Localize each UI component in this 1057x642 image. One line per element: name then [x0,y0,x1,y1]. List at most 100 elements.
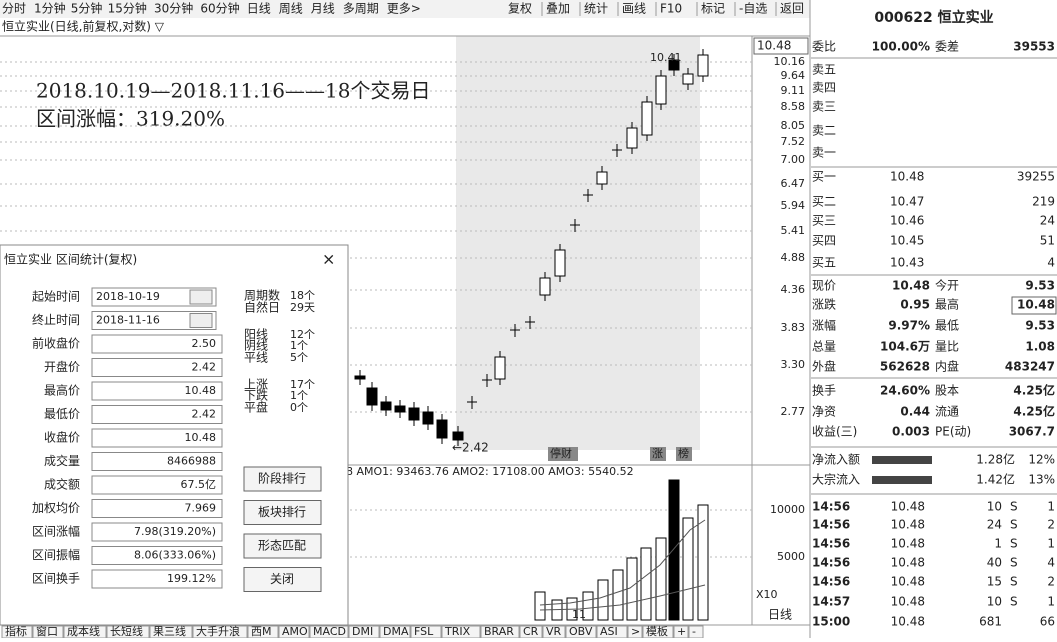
bottom-tab[interactable]: TRIX [444,625,471,638]
price-axis-label: 3.30 [781,358,806,371]
tick-side: S [1010,518,1018,532]
toolbar-button[interactable]: 标记 [701,2,725,16]
period-tab[interactable]: 多周期 [343,2,379,16]
bottom-tab[interactable]: 指标 [5,624,27,638]
tick-volume: 15 [987,575,1002,589]
field-label: 最低价 [44,407,80,421]
dialog-button[interactable]: 板块排行 [258,505,306,519]
field-label: 最高价 [44,383,80,398]
period-tab[interactable]: 更多> [387,2,421,16]
period-tab[interactable]: 1分钟 [34,1,66,16]
bottom-tab[interactable]: OBV [569,625,593,638]
toolbar-button[interactable]: 叠加 [546,2,570,16]
period-tab[interactable]: 分时 [2,2,26,16]
toolbar-button[interactable]: 画线 [622,2,646,16]
stat-value: 29天 [290,301,315,314]
bottom-tab[interactable]: CR [523,625,539,638]
field-value[interactable]: 2018-11-16 [96,314,160,327]
bottom-tab[interactable]: 果三线 [153,624,186,638]
field-input [91,499,223,518]
flow-value: 1.28亿 [976,452,1015,467]
stat-value: 0个 [290,401,308,414]
toolbar-button[interactable]: 返回 [780,2,804,16]
bottom-tab[interactable]: DMI [352,625,373,638]
bottom-tab[interactable]: AMO [282,625,308,638]
quote-label: 委差 [935,40,959,54]
period-tab[interactable]: 30分钟 [154,1,193,16]
tick-side: S [1010,537,1018,551]
flow-bar [872,456,932,464]
bottom-tab[interactable]: 西M [251,625,272,638]
bottom-tab[interactable]: 大手升浪 [196,624,240,638]
dialog-button[interactable]: 关闭 [270,572,294,586]
quote-label: 收益(三) [812,425,857,439]
toolbar-button[interactable]: F10 [660,2,682,16]
quote-label: 量比 [935,340,959,354]
flow-bar [872,476,932,484]
buy-label: 买三 [812,214,836,228]
low-label: ←2.42 [452,441,489,455]
bottom-tab[interactable]: > [631,625,640,638]
stat-label: 自然日 [244,300,280,315]
candle-body [452,431,464,441]
volume-bar [668,479,680,621]
field-value[interactable]: 2018-10-19 [96,290,160,303]
indicator-line: 8 AMO1: 93463.76 AMO2: 17108.00 AMO3: 55… [346,465,634,478]
bottom-tab[interactable]: VR [546,625,562,638]
field-label: 收盘价 [44,430,80,445]
quote-label: 今开 [935,278,959,293]
bottom-tab[interactable]: 成本线 [67,624,100,638]
period-tab[interactable]: 15分钟 [108,1,147,16]
bottom-tab[interactable]: 窗口 [36,624,58,638]
dialog-button[interactable]: 阶段排行 [258,471,306,486]
stat-value: 17个 [290,378,315,391]
quote-value: 10.48 [1017,298,1055,312]
period-tab[interactable]: 月线 [311,2,335,16]
field-input [91,381,223,401]
quote-value: 0.44 [900,405,930,419]
buy-label: 买一 [812,170,836,184]
bottom-tab[interactable]: ASI [600,625,618,638]
stat-label: 上涨 [244,377,268,392]
period-tab[interactable]: 日线 [247,2,271,16]
toolbar-button[interactable]: 统计 [584,2,608,16]
tick-volume: 10 [987,500,1002,514]
period-tab[interactable]: 60分钟 [200,1,239,16]
annotation: 2018.10.19—2018.11.16——18个交易日 [36,79,430,103]
bottom-tab[interactable]: FSL [414,625,434,638]
candle-body [380,401,392,411]
bottom-tab[interactable]: MACD [313,625,346,638]
period-tab[interactable]: 5分钟 [71,1,103,16]
tick-volume: 1 [994,537,1002,551]
tick-volume: 10 [987,595,1002,609]
tag: 停财 [550,446,572,460]
high-label: 10.41 [650,51,682,64]
price-axis-label: 4.36 [781,283,806,296]
candle-body [422,411,434,425]
toolbar-button[interactable]: 复权 [508,2,532,16]
dialog-button[interactable]: 形态匹配 [258,539,306,553]
tick-time: 14:56 [812,537,850,551]
flow-value: 1.42亿 [976,472,1015,487]
period-tab[interactable]: 周线 [279,2,303,16]
volume-bar [640,547,652,621]
field-value: 2.50 [192,337,217,350]
bottom-tab[interactable]: DMA [383,625,409,638]
bottom-tab[interactable]: - [692,625,696,638]
candle-body [554,249,566,277]
bottom-tab[interactable]: BRAR [484,625,514,638]
tick-count: 1 [1047,595,1055,609]
bottom-tab[interactable]: 模板 [646,624,668,638]
bottom-tab[interactable]: 长短线 [110,624,143,638]
tick-volume: 40 [987,556,1002,570]
price-axis-label: 8.05 [781,119,806,132]
bottom-tab[interactable]: + [677,625,686,638]
price-axis-label: 10.16 [774,55,806,68]
dialog-close[interactable]: × [322,250,335,269]
toolbar-button[interactable]: -自选 [739,2,767,16]
buy-label: 买五 [812,256,836,270]
price-axis-label: 4.88 [781,251,806,264]
stat-value: 18个 [290,289,315,302]
candle-body [408,407,420,421]
